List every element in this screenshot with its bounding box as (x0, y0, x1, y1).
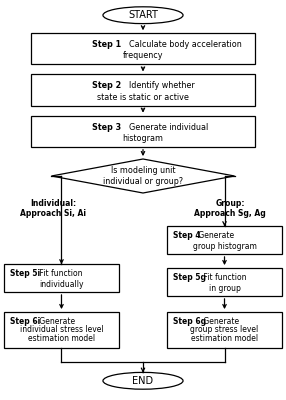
Text: Step 1: Step 1 (92, 40, 121, 49)
Text: START: START (128, 10, 158, 20)
Text: Step 6g: Step 6g (173, 317, 206, 326)
Text: Is modeling unit
individual or group?: Is modeling unit individual or group? (103, 166, 183, 186)
Text: estimation model: estimation model (191, 334, 258, 343)
Text: Step 2: Step 2 (92, 82, 121, 90)
Text: Step 6i: Step 6i (10, 317, 40, 326)
Text: group stress level: group stress level (190, 326, 259, 334)
Text: Step 5g: Step 5g (173, 274, 206, 282)
Text: Identify whether: Identify whether (124, 82, 195, 90)
Text: Individual:: Individual: (30, 200, 76, 208)
Ellipse shape (103, 7, 183, 24)
Text: in group: in group (208, 284, 241, 293)
Text: Generate: Generate (37, 317, 75, 326)
Text: Approach Si, Ai: Approach Si, Ai (20, 209, 86, 218)
FancyBboxPatch shape (4, 264, 119, 292)
Text: Calculate body acceleration: Calculate body acceleration (124, 40, 242, 49)
Polygon shape (51, 159, 235, 193)
Text: Fit function: Fit function (201, 274, 246, 282)
FancyBboxPatch shape (31, 33, 255, 64)
Text: Group:: Group: (215, 200, 245, 208)
FancyBboxPatch shape (31, 116, 255, 147)
Text: Generate: Generate (201, 317, 239, 326)
Text: END: END (132, 376, 154, 386)
Text: Approach Sg, Ag: Approach Sg, Ag (194, 209, 266, 218)
Text: Generate individual: Generate individual (124, 123, 209, 132)
Text: frequency: frequency (123, 52, 163, 60)
Text: Step 3: Step 3 (92, 123, 121, 132)
Text: Fit function: Fit function (37, 270, 82, 278)
Text: Step 4: Step 4 (173, 232, 201, 240)
FancyBboxPatch shape (167, 226, 282, 254)
FancyBboxPatch shape (167, 312, 282, 348)
Text: state is static or active: state is static or active (97, 93, 189, 102)
Text: estimation model: estimation model (28, 334, 95, 343)
FancyBboxPatch shape (167, 268, 282, 296)
Text: histogram: histogram (122, 134, 164, 143)
Text: individual stress level: individual stress level (20, 326, 103, 334)
Text: individually: individually (39, 280, 84, 289)
Ellipse shape (103, 372, 183, 389)
FancyBboxPatch shape (31, 74, 255, 106)
Text: group histogram: group histogram (192, 242, 257, 251)
FancyBboxPatch shape (4, 312, 119, 348)
Text: Step 5i: Step 5i (10, 270, 40, 278)
Text: Generate: Generate (196, 232, 234, 240)
